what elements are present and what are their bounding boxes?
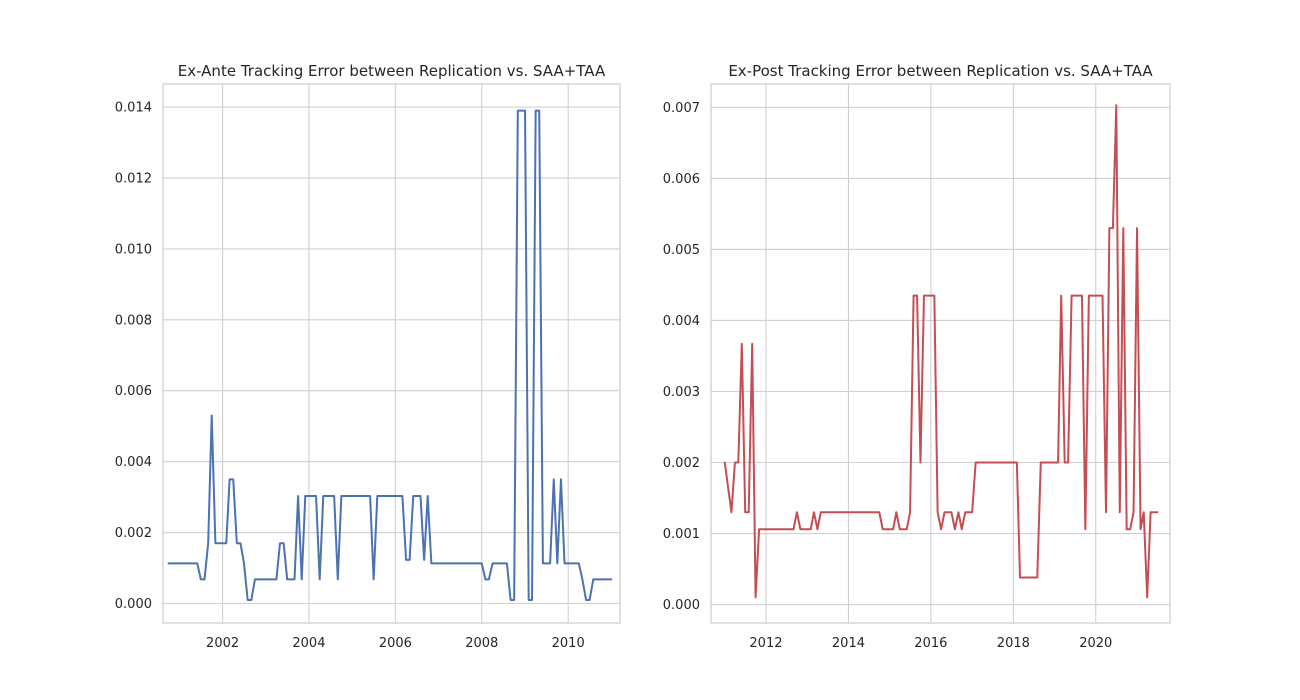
ex-ante-y-tick-label: 0.010 [115,242,152,257]
ex-post-grid [711,84,1170,623]
ex-post-y-tick-labels: 0.000 0.001 0.002 0.003 0.004 0.005 0.006 0.007 [663,101,700,613]
ex-post-y-tick-label: 0.001 [663,527,700,542]
ex-ante-grid [163,84,620,623]
ex-ante-y-tick-label: 0.002 [115,526,152,541]
ex-post-x-tick-label: 2020 [1079,636,1112,651]
ex-ante-y-tick-label: 0.004 [115,455,152,470]
ex-ante-y-tick-label: 0.000 [115,597,152,612]
ex-ante-chart-title: Ex-Ante Tracking Error between Replicati… [178,62,606,80]
ex-post-x-tick-label: 2014 [832,636,865,651]
ex-ante-chart-panel: 2002 2004 2006 2008 2010 0.0000.0020.0040.00… [115,62,621,651]
ex-ante-series-layer [167,109,613,601]
ex-post-x-tick-label: 2012 [749,636,782,651]
ex-post-x-tick-label: 2016 [914,636,947,651]
ex-ante-x-tick-labels: 2002 2004 2006 2008 2010 [206,636,585,651]
ex-post-y-tick-label: 0.006 [663,172,700,187]
ex-ante-x-tick-label: 2008 [465,636,498,651]
ex-post-chart-title: Ex-Post Tracking Error between Replicati… [728,62,1153,80]
ex-post-y-tick-label: 0.005 [663,243,700,258]
ex-ante-plot-frame [162,83,621,624]
ex-ante-y-tick-label: 0.014 [115,101,152,116]
ex-ante-x-tick-label: 2010 [552,636,585,651]
ex-post-tracking-error-line [723,104,1159,599]
ex-ante-y-tick-label: 0.006 [115,384,152,399]
ex-post-plot-frame [710,83,1171,624]
ex-post-y-tick-label: 0.004 [663,314,700,329]
ex-ante-tracking-error-line [167,109,613,601]
ex-ante-y-tick-label: 0.012 [115,171,152,186]
ex-post-chart-panel: 2012 2014 2016 2018 2020 0.0000.0010.0020.00… [663,62,1171,651]
ex-post-y-tick-label: 0.007 [663,101,700,116]
ex-ante-x-tick-label: 2004 [292,636,325,651]
ex-post-y-tick-label: 0.000 [663,598,700,613]
ex-post-y-tick-label: 0.002 [663,456,700,471]
ex-post-y-tick-label: 0.003 [663,385,700,400]
ex-ante-y-tick-label: 0.008 [115,313,152,328]
ex-ante-y-tick-labels: 0.000 0.002 0.004 0.006 0.008 0.010 0.012 0.014 [115,101,152,612]
ex-post-x-tick-label: 2018 [997,636,1030,651]
ex-ante-x-tick-label: 2006 [379,636,412,651]
ex-ante-x-tick-label: 2002 [206,636,239,651]
ex-post-x-tick-labels: 2012 2014 2016 2018 2020 [749,636,1112,651]
ex-post-series-layer [723,104,1159,599]
